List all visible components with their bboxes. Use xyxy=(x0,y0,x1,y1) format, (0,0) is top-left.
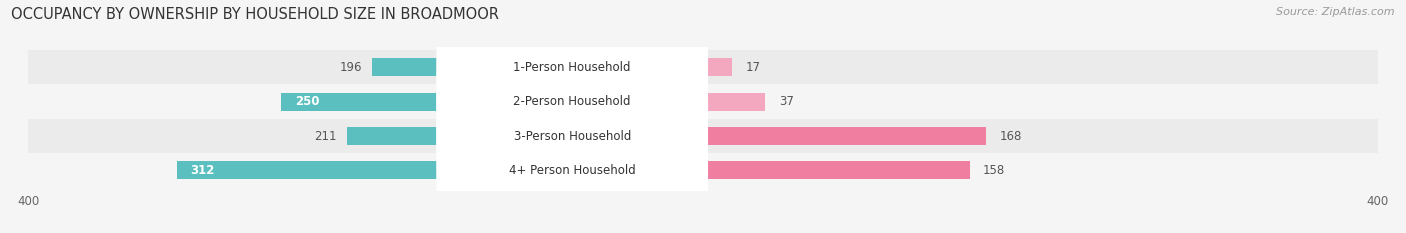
Bar xyxy=(347,127,703,145)
FancyBboxPatch shape xyxy=(436,0,709,212)
FancyBboxPatch shape xyxy=(436,25,709,233)
Bar xyxy=(703,161,970,179)
Text: 1-Person Household: 1-Person Household xyxy=(513,61,631,74)
Bar xyxy=(28,153,1378,188)
Bar xyxy=(703,58,731,76)
Text: 4+ Person Household: 4+ Person Household xyxy=(509,164,636,177)
Text: OCCUPANCY BY OWNERSHIP BY HOUSEHOLD SIZE IN BROADMOOR: OCCUPANCY BY OWNERSHIP BY HOUSEHOLD SIZE… xyxy=(11,7,499,22)
Bar xyxy=(703,93,765,111)
Text: 211: 211 xyxy=(315,130,337,143)
Text: 168: 168 xyxy=(1000,130,1022,143)
Text: 37: 37 xyxy=(779,95,794,108)
Text: 250: 250 xyxy=(295,95,319,108)
Text: 312: 312 xyxy=(190,164,215,177)
FancyBboxPatch shape xyxy=(436,0,709,178)
Bar xyxy=(28,50,1378,84)
Text: 2-Person Household: 2-Person Household xyxy=(513,95,631,108)
Bar xyxy=(28,84,1378,119)
Bar xyxy=(281,93,703,111)
FancyBboxPatch shape xyxy=(436,60,709,233)
Text: 196: 196 xyxy=(340,61,363,74)
Bar xyxy=(703,127,987,145)
Text: Source: ZipAtlas.com: Source: ZipAtlas.com xyxy=(1277,7,1395,17)
Bar xyxy=(28,119,1378,153)
Text: 3-Person Household: 3-Person Household xyxy=(513,130,631,143)
Bar xyxy=(177,161,703,179)
Text: 17: 17 xyxy=(745,61,761,74)
Text: 158: 158 xyxy=(983,164,1005,177)
Bar xyxy=(373,58,703,76)
